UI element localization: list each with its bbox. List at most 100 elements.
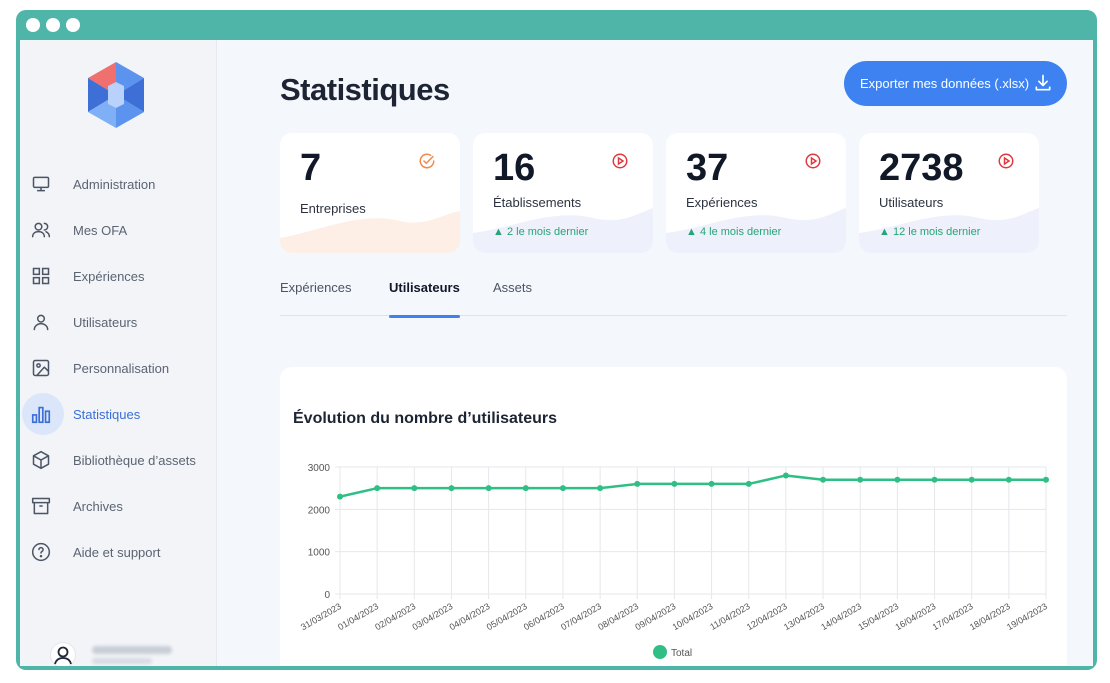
sidebar-item-experiences[interactable]: Expériences [20,253,217,299]
stat-label: Entreprises [300,201,366,216]
monitor-icon [30,173,52,195]
sidebar-item-personnalisation[interactable]: Personnalisation [20,345,217,391]
x-tick-label: 14/04/2023 [819,601,863,632]
stat-delta-text: 4 le mois dernier [699,226,782,238]
sidebar-item-label: Mes OFA [73,222,128,238]
play-circle-icon [612,153,628,169]
play-circle-icon [998,153,1014,169]
stat-card-wave [666,208,846,253]
x-tick-label: 13/04/2023 [782,601,826,632]
sidebar-nav: Administration Mes OFA Expériences [20,161,217,575]
data-point [857,476,864,483]
x-tick-label: 17/04/2023 [931,601,975,632]
stat-label: Utilisateurs [879,195,944,210]
stat-label: Établissements [493,195,582,210]
data-point [374,485,381,492]
stat-card-utilisateurs: 2738 Utilisateurs ▲ 12 le mois dernier [859,133,1039,253]
x-tick-label: 07/04/2023 [559,601,603,632]
users-icon [30,219,52,241]
stat-label: Expériences [686,195,758,210]
sidebar-item-label: Archives [73,498,123,514]
sidebar-item-administration[interactable]: Administration [20,161,217,207]
profile-subtitle-blurred [92,658,152,664]
sidebar-item-aide[interactable]: Aide et support [20,529,217,575]
app-window: Administration Mes OFA Expériences [20,40,1093,666]
stat-delta: ▲ 4 le mois dernier [686,226,782,238]
data-point [448,485,455,492]
data-point [820,476,827,483]
data-point [597,485,604,492]
data-point [1043,476,1049,483]
sidebar-item-statistiques[interactable]: Statistiques [20,391,217,437]
user-icon [30,311,52,333]
app-logo[interactable] [84,62,148,128]
x-tick-label: 06/04/2023 [522,601,566,632]
x-tick-label: 18/04/2023 [968,601,1012,632]
stat-value: 7 [300,147,322,189]
window-titlebar [16,10,1097,40]
sidebar-item-archives[interactable]: Archives [20,483,217,529]
x-tick-label: 12/04/2023 [745,601,789,632]
help-circle-icon [30,541,52,563]
tab-assets[interactable]: Assets [493,280,532,316]
x-tick-label: 19/04/2023 [1005,601,1049,632]
play-circle-icon [805,153,821,169]
data-point [485,485,492,492]
data-point [1005,476,1012,483]
data-point [559,485,566,492]
tab-label: Utilisateurs [389,280,460,295]
data-point [411,485,418,492]
sidebar-item-label: Utilisateurs [73,314,138,330]
tab-experiences[interactable]: Expériences [280,280,352,316]
window-dot-minimize[interactable] [46,18,60,32]
tab-bar: Expériences Utilisateurs Assets [280,280,1067,318]
sidebar-item-label: Expériences [73,268,145,284]
sidebar-item-label: Statistiques [73,406,141,422]
data-point [931,476,938,483]
x-tick-label: 05/04/2023 [485,601,529,632]
users-line-chart: 0 1000 2000 3000 31/03/202301/04/202302/04/2… [299,463,1049,659]
active-tab-underline [389,315,460,318]
data-point [522,485,529,492]
check-circle-icon [419,153,435,169]
user-profile[interactable] [42,640,212,666]
y-tick-label: 3000 [308,463,331,474]
legend-label: Total [671,648,692,659]
sidebar: Administration Mes OFA Expériences [20,40,217,666]
x-tick-label: 03/04/2023 [410,601,454,632]
window-dot-maximize[interactable] [66,18,80,32]
stat-card-experiences: 37 Expériences ▲ 4 le mois dernier [666,133,846,253]
y-tick-label: 0 [324,590,330,601]
sidebar-item-mes-ofa[interactable]: Mes OFA [20,207,217,253]
legend-swatch [653,645,667,659]
export-button-label: Exporter mes données (.xlsx) [860,76,1030,91]
stat-delta: ▲ 12 le mois dernier [879,226,981,238]
sidebar-item-utilisateurs[interactable]: Utilisateurs [20,299,217,345]
app-window-frame: Administration Mes OFA Expériences [16,10,1097,670]
y-tick-label: 2000 [308,505,331,516]
box-icon [30,449,52,471]
bar-chart-icon [30,403,52,425]
chart-title: Évolution du nombre d’utilisateurs [293,410,558,427]
chart-card: Évolution du nombre d’utilisateurs 0 1000… [280,367,1067,666]
series-line-total [339,474,1046,498]
data-point [634,480,641,487]
x-tick-label: 08/04/2023 [596,601,640,632]
profile-name-blurred [92,646,172,654]
grid-icon [30,265,52,287]
x-tick-label: 15/04/2023 [856,601,900,632]
stat-delta: ▲ 2 le mois dernier [493,226,589,238]
export-button[interactable]: Exporter mes données (.xlsx) [844,61,1067,106]
data-point [671,480,678,487]
sidebar-item-label: Personnalisation [73,360,170,376]
data-point [708,480,715,487]
sidebar-item-label: Aide et support [73,544,161,560]
sidebar-item-bibliotheque[interactable]: Bibliothèque d’assets [20,437,217,483]
stat-card-entreprises: 7 Entreprises [280,133,460,253]
data-point [968,476,975,483]
x-tick-label: 04/04/2023 [448,601,492,632]
window-dot-close[interactable] [26,18,40,32]
stat-value: 37 [686,147,729,189]
tab-utilisateurs[interactable]: Utilisateurs [389,280,460,318]
image-icon [30,357,52,379]
